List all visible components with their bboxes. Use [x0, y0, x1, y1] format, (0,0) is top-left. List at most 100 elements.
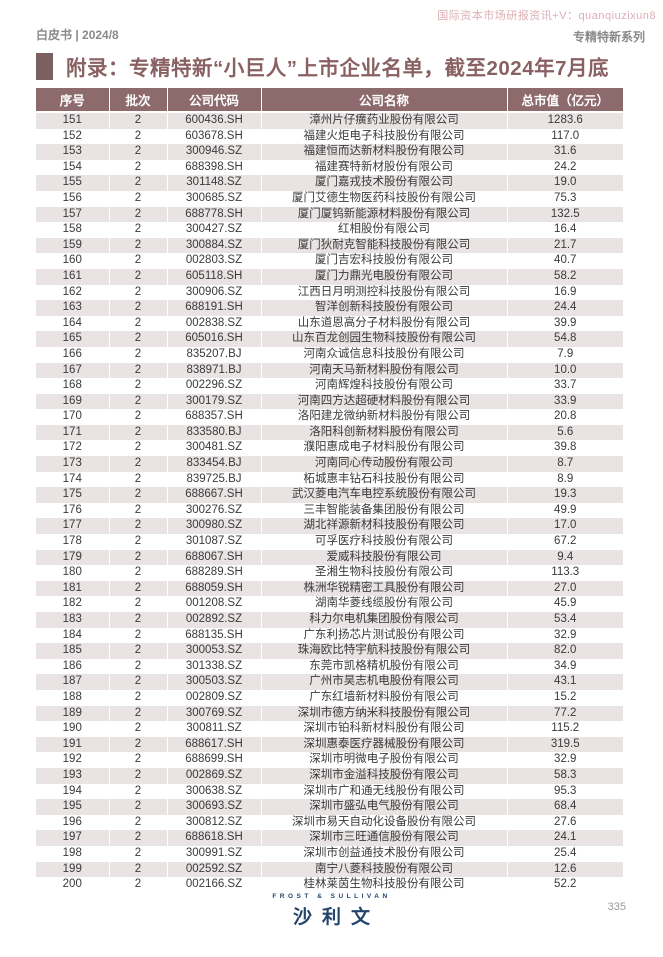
cell-batch: 2 [109, 518, 168, 535]
cell-serial: 158 [36, 222, 110, 238]
cell-marketcap: 19.0 [554, 176, 577, 189]
cell-code: 002296.SZ [167, 378, 262, 394]
cell-code: 002869.SZ [167, 767, 262, 784]
cell-batch: 2 [109, 112, 168, 129]
cell-serial: 200 [36, 877, 110, 893]
cell-name: 濮阳惠成电子材料股份有限公司 [261, 440, 508, 457]
cell-code: 300053.SZ [167, 643, 262, 659]
cell-serial: 160 [36, 253, 110, 269]
cell-name: 湖北祥源新材科技股份有限公司 [261, 518, 508, 535]
cell-marketcap: 16.4 [554, 223, 577, 236]
cell-serial: 199 [36, 861, 110, 878]
cell-name: 厦门吉宏科技股份有限公司 [261, 253, 508, 269]
cell-name: 山东百龙创园生物科技股份有限公司 [261, 331, 508, 347]
cell-code: 301338.SZ [167, 658, 262, 675]
cell-marketcap: 17.0 [554, 519, 577, 532]
table-row: 162 2 300906.SZ 江西日月明测控科技股份有限公司 16.9 [36, 284, 623, 301]
cell-marketcap: 16.9 [554, 285, 577, 298]
cell-serial: 162 [36, 284, 110, 301]
cell-batch: 2 [109, 502, 168, 519]
cell-serial: 190 [36, 721, 110, 737]
cell-batch: 2 [109, 767, 168, 784]
cell-serial: 177 [36, 518, 110, 535]
cell-serial: 156 [36, 190, 110, 207]
cell-code: 002892.SZ [167, 612, 262, 628]
table-row: 156 2 300685.SZ 厦门艾德生物医药科技股份有限公司 75.3 [36, 190, 623, 207]
cell-marketcap: 20.8 [554, 410, 577, 423]
cell-serial: 168 [36, 378, 110, 394]
table-row: 178 2 301087.SZ 可孚医疗科技股份有限公司 67.2 [36, 534, 623, 550]
page-number: 335 [607, 901, 626, 913]
cell-name: 深圳市铂科新材料股份有限公司 [261, 721, 508, 737]
cell-batch: 2 [109, 222, 168, 238]
cell-name: 江西日月明测控科技股份有限公司 [261, 284, 508, 301]
cell-serial: 193 [36, 767, 110, 784]
cell-batch: 2 [109, 237, 168, 254]
cell-name: 洛阳建龙微纳新材料股份有限公司 [261, 409, 508, 425]
cell-batch: 2 [109, 206, 168, 223]
cell-batch: 2 [109, 268, 168, 285]
cell-name: 武汉菱电汽车电控系统股份有限公司 [261, 487, 508, 503]
cell-name: 河南同心传动股份有限公司 [261, 456, 508, 472]
cell-batch: 2 [109, 814, 168, 831]
cell-name: 可孚医疗科技股份有限公司 [261, 534, 508, 550]
cell-name: 福建恒而达新材料股份有限公司 [261, 144, 508, 160]
cell-serial: 166 [36, 346, 110, 363]
cell-batch: 2 [109, 424, 168, 441]
cell-name: 深圳市创益通技术股份有限公司 [261, 845, 508, 862]
cell-code: 002803.SZ [167, 253, 262, 269]
cell-serial: 167 [36, 362, 110, 379]
cell-serial: 195 [36, 799, 110, 815]
cell-batch: 2 [109, 362, 168, 379]
table-row: 192 2 688699.SH 深圳市明微电子股份有限公司 32.9 [36, 752, 623, 768]
table-row: 169 2 300179.SZ 河南四方达超硬材料股份有限公司 33.9 [36, 393, 623, 410]
cell-name: 柘城惠丰钻石科技股份有限公司 [261, 471, 508, 488]
watermark-text: 国际资本市场研报资讯+V：quanqiuzixun8 [437, 10, 656, 22]
cell-code: 688778.SH [167, 206, 262, 223]
cell-code: 688618.SH [167, 830, 262, 846]
cell-name: 珠海欧比特宇航科技股份有限公司 [261, 643, 508, 659]
cell-serial: 170 [36, 409, 110, 425]
cell-marketcap: 5.6 [557, 425, 574, 438]
cell-name: 深圳市三旺通信股份有限公司 [261, 830, 508, 846]
table-row: 184 2 688135.SH 广东利扬芯片测试股份有限公司 32.9 [36, 627, 623, 644]
brand-name-en: FROST & SULLIVAN [272, 893, 391, 900]
cell-marketcap: 113.3 [551, 566, 580, 579]
cell-code: 300481.SZ [167, 440, 262, 457]
cell-name: 科力尔电机集团股份有限公司 [261, 612, 508, 628]
table-row: 152 2 603678.SH 福建火炬电子科技股份有限公司 117.0 [36, 128, 623, 145]
cell-name: 三丰智能装备集团股份有限公司 [261, 502, 508, 519]
table-row: 191 2 688617.SH 深圳惠泰医疗器械股份有限公司 319.5 [36, 736, 623, 753]
company-table: 序号 批次 公司代码 公司名称 总市值（亿元） 151 2 600436.SH 漳州片… [36, 88, 623, 893]
table-row: 173 2 833454.BJ 河南同心传动股份有限公司 8.7 [36, 456, 623, 472]
table-row: 154 2 688398.SH 福建赛特新材股份有限公司 24.2 [36, 159, 623, 176]
cell-batch: 2 [109, 144, 168, 160]
cell-code: 001208.SZ [167, 596, 262, 612]
cell-code: 600436.SH [167, 112, 262, 129]
cell-code: 002838.SZ [167, 315, 262, 332]
cell-serial: 154 [36, 159, 110, 176]
cell-serial: 151 [36, 112, 110, 129]
cell-code: 300769.SZ [167, 705, 262, 722]
column-header-marketcap: 总市值（亿元） [507, 88, 623, 113]
table-row: 151 2 600436.SH 漳州片仔癀药业股份有限公司 1283.6 [36, 112, 623, 129]
table-row: 195 2 300693.SZ 深圳市盛弘电气股份有限公司 68.4 [36, 799, 623, 815]
cell-batch: 2 [109, 175, 168, 191]
cell-name: 深圳市金溢科技股份有限公司 [261, 767, 508, 784]
cell-name: 圣湘生物科技股份有限公司 [261, 565, 508, 581]
cell-name: 南宁八菱科技股份有限公司 [261, 861, 508, 878]
cell-name: 福建火炬电子科技股份有限公司 [261, 128, 508, 145]
cell-batch: 2 [109, 845, 168, 862]
cell-name: 河南辉煌科技股份有限公司 [261, 378, 508, 394]
cell-marketcap: 117.0 [551, 129, 580, 142]
cell-serial: 187 [36, 674, 110, 690]
cell-code: 688357.SH [167, 409, 262, 425]
cell-code: 605118.SH [167, 268, 262, 285]
cell-batch: 2 [109, 783, 168, 800]
table-row: 198 2 300991.SZ 深圳市创益通技术股份有限公司 25.4 [36, 845, 623, 862]
cell-marketcap: 1283.6 [547, 114, 583, 126]
column-header-batch: 批次 [109, 88, 168, 113]
cell-serial: 169 [36, 393, 110, 410]
cell-marketcap: 39.8 [554, 441, 577, 454]
